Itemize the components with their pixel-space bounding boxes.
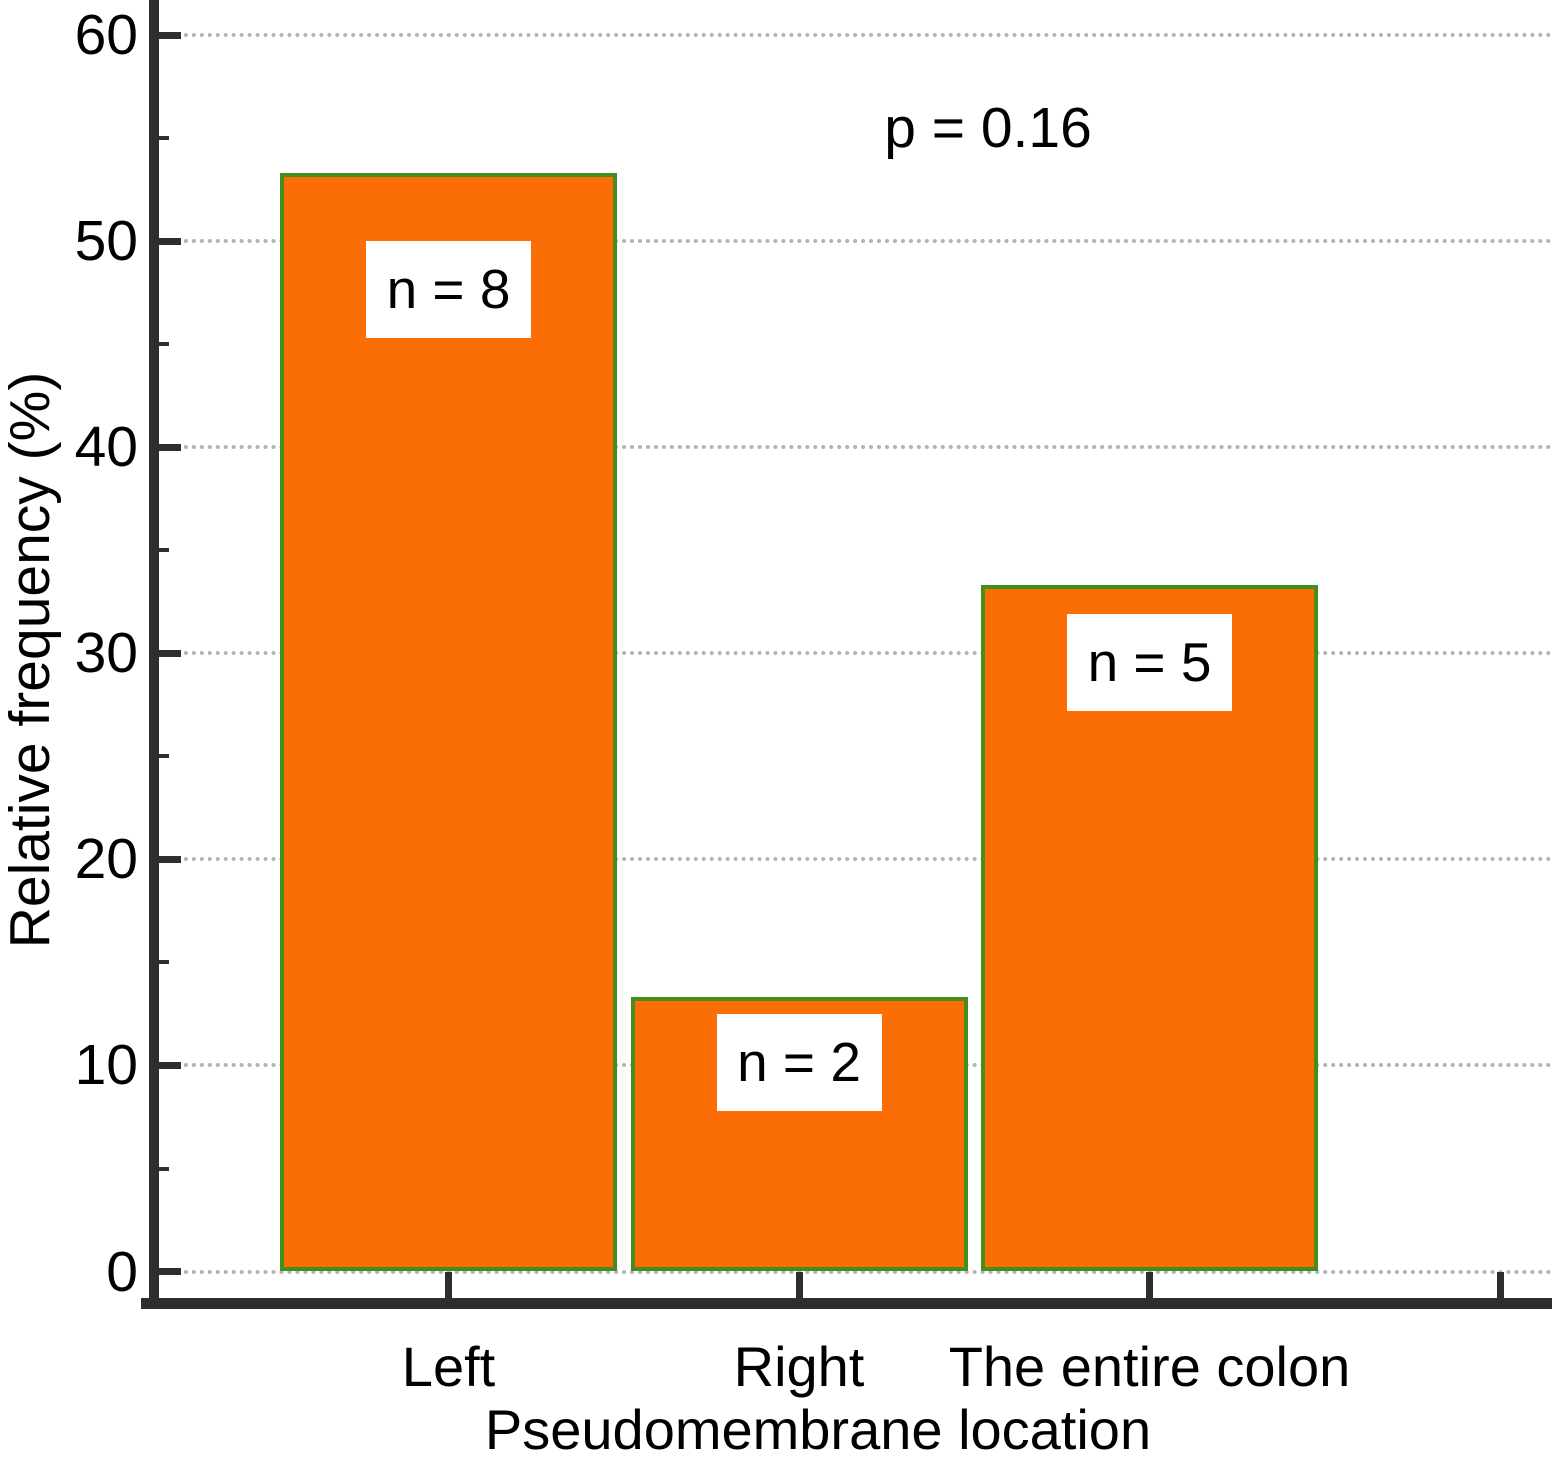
x-tick-left [445,1272,452,1298]
y-minor-tick-5 [152,1166,169,1171]
x-tick-label-left: Left [401,1335,496,1398]
y-major-tick-50 [152,237,181,245]
bar-count-label-left: n = 8 [366,241,531,339]
x-tick-label-right: Right [733,1335,865,1398]
bar-right [630,997,968,1272]
y-major-tick-0 [152,1268,181,1275]
gridline-60 [160,33,1552,37]
y-tick-label-40: 40 [74,415,138,480]
y-major-tick-20 [152,855,181,863]
gridline-20 [160,857,1552,862]
y-tick-label-0: 0 [106,1239,138,1304]
y-minor-tick-55 [152,136,169,140]
x-tick-label-the-entire-colon: The entire colon [948,1335,1351,1398]
y-tick-label-20: 20 [74,827,138,892]
y-major-tick-10 [152,1061,181,1069]
bar-left [280,173,617,1272]
y-tick-label-60: 60 [74,3,138,67]
x-tick-the-entire-colon [1146,1272,1153,1298]
y-minor-tick-25 [152,754,169,759]
gridline-30 [160,651,1552,656]
y-tick-label-50: 50 [74,209,138,274]
x-tick-unlabeled [1496,1272,1504,1298]
bar-count-label-the-entire-colon: n = 5 [1067,614,1232,712]
y-tick-label-10: 10 [74,1033,138,1098]
x-axis-line [141,1298,1552,1309]
y-tick-label-30: 30 [74,621,138,686]
gridline-40 [160,445,1552,450]
y-minor-tick-15 [152,960,169,965]
y-axis-line [149,0,159,1309]
p-value-annotation: p = 0.16 [884,96,1092,160]
bar-count-label-right: n = 2 [716,1014,882,1112]
gridline-0 [160,1269,1552,1274]
x-axis-title: Pseudomembrane location [484,1398,1152,1461]
y-axis-title: Relative frequency (%) [0,371,62,949]
y-minor-tick-45 [152,342,169,347]
y-minor-tick-35 [152,548,169,553]
gridline-50 [160,239,1552,244]
y-major-tick-60 [152,31,181,39]
y-major-tick-40 [152,443,181,451]
y-major-tick-30 [152,649,181,657]
x-tick-right [795,1272,803,1298]
